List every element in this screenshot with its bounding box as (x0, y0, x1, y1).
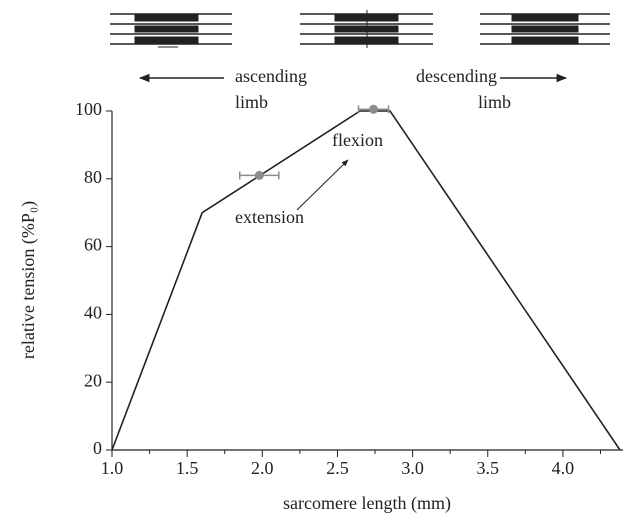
annotation: extension (235, 207, 304, 227)
y-tick-label: 0 (93, 438, 102, 458)
x-axis-label: sarcomere length (mm) (283, 493, 451, 514)
arrow (296, 159, 349, 211)
x-tick-label: 1.5 (176, 458, 199, 478)
annotation: limb (235, 92, 268, 112)
line (111, 110, 621, 451)
y-tick-label: 80 (84, 167, 102, 187)
annotation: flexion (332, 130, 383, 150)
annotation: descending (416, 66, 497, 86)
y-tick-label: 60 (84, 235, 102, 255)
y-axis-label: relative tension (%P₀) (18, 201, 39, 359)
x-tick-label: 4.0 (552, 458, 575, 478)
data-point (369, 104, 379, 114)
annotation: ascending (235, 66, 307, 86)
x-tick-label: 3.0 (401, 458, 424, 478)
x-tick-label: 1.0 (101, 458, 124, 478)
annotation: limb (478, 92, 511, 112)
y-tick-label: 40 (84, 303, 102, 323)
x-tick-label: 2.5 (326, 458, 349, 478)
x-tick-label: 2.0 (251, 458, 274, 478)
sarcomere-icons (110, 10, 610, 48)
y-tick-label: 20 (84, 370, 102, 390)
data-point (254, 170, 264, 180)
y-tick-label: 100 (75, 99, 102, 119)
x-tick-label: 3.5 (477, 458, 500, 478)
